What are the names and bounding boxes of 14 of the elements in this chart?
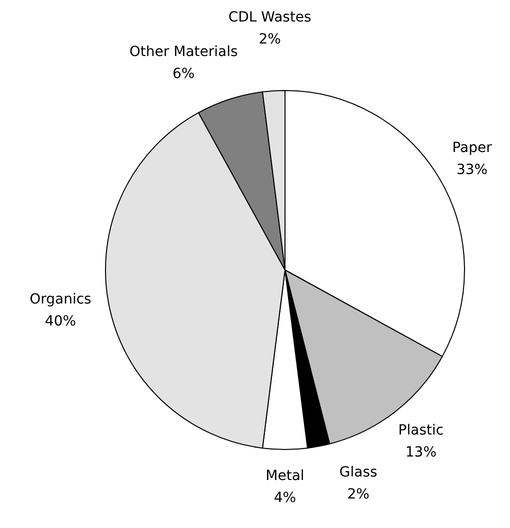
data-label: 2% — [347, 486, 370, 502]
data-label: 2% — [258, 32, 281, 48]
slice-label: CDL Wastes — [228, 10, 312, 26]
slice-label: Paper — [452, 140, 492, 156]
slice-label: Metal — [266, 468, 304, 484]
slice-label: Organics — [30, 291, 92, 308]
data-label: 13% — [405, 444, 437, 460]
data-label: 40% — [44, 313, 76, 330]
slice-label: Glass — [339, 464, 378, 480]
slice-label: Plastic — [398, 422, 444, 438]
data-label: 33% — [456, 162, 488, 178]
slice-label: Other Materials — [129, 44, 238, 60]
data-label: 4% — [274, 490, 296, 506]
data-label: 6% — [172, 66, 195, 82]
